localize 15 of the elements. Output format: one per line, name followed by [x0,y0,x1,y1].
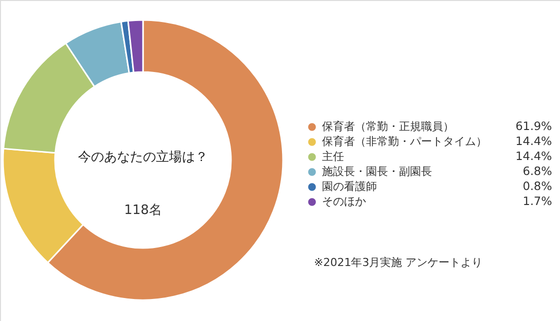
data-label: 14.4% [515,134,552,148]
text: 118名 [124,203,162,218]
legend-label: 園の看護師 [322,180,377,193]
legend-label: 施設長・園長・副園長 [322,165,432,178]
text: 今のあなたの立場は？ [78,149,208,165]
data-label: 1.7% [522,194,552,208]
legend-label: 保育者（非常勤・パートタイム） [322,135,487,148]
legend-label: そのほか [322,195,366,208]
data-label: 6.8% [522,164,552,178]
data-label: 61.9% [515,119,552,133]
data-label: 0.8% [522,179,552,193]
legend-label: 主任 [322,150,344,163]
text: ※2021年3月実施 アンケートより [314,256,483,269]
legend-label: 保育者（常勤・正規職員） [322,120,454,133]
data-label: 14.4% [515,149,552,163]
